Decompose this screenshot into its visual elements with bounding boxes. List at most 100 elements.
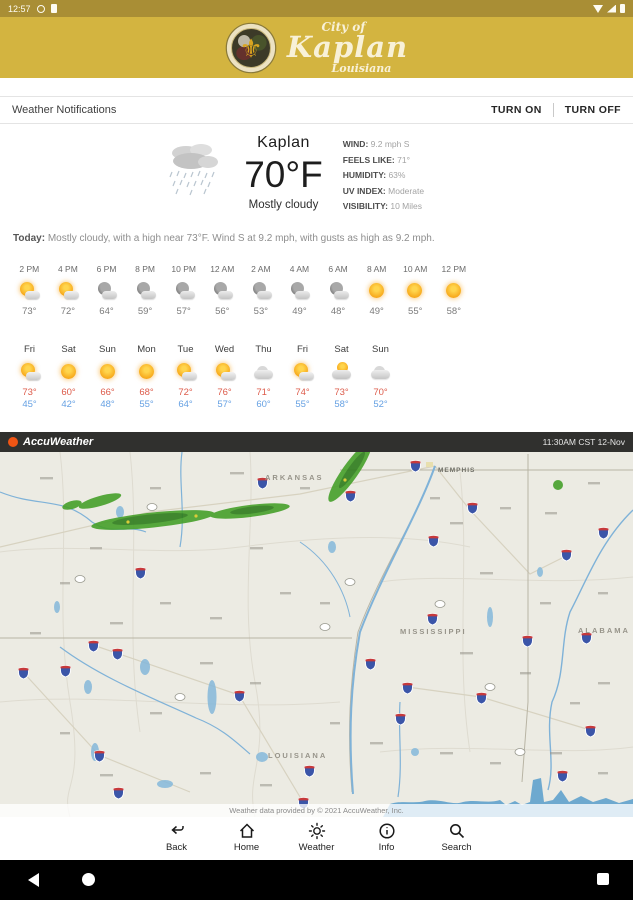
stat-wind: WIND: 9.2 mph S	[342, 139, 410, 149]
rain-cloud-icon	[169, 144, 219, 196]
fleur-de-lis-icon: ⚜	[239, 33, 262, 63]
stat-humidity: HUMIDITY: 63%	[342, 170, 406, 180]
hourly-cell: 6 PM 64°	[87, 264, 126, 317]
nav-back[interactable]: Back	[152, 821, 202, 860]
bottom-navigation: Back Home Weather Info	[0, 817, 633, 860]
battery-icon	[620, 4, 625, 13]
daily-cell: Mon 68° 55°	[127, 344, 166, 410]
memphis-city-area	[426, 462, 433, 467]
current-temperature: 70°F	[244, 154, 323, 195]
weather-icon	[56, 279, 80, 303]
weather-icon	[369, 360, 393, 384]
weather-icon	[57, 360, 81, 384]
weather-icon	[96, 360, 120, 384]
daily-forecast-row: Fri 73° 45° Sat 60° 42° Sun 66° 48° Mon 68° 55° …	[10, 344, 400, 410]
hourly-cell: 10 PM 57°	[171, 264, 196, 317]
current-condition: Mostly cloudy	[248, 199, 319, 211]
sun-icon	[308, 822, 325, 840]
weather-icon	[252, 360, 276, 384]
stat-uv-index: UV INDEX: Moderate	[342, 185, 425, 196]
brand-state: Louisiana	[331, 62, 392, 75]
turn-on-button[interactable]: TURN ON	[491, 104, 542, 116]
weather-icon	[442, 279, 466, 303]
stat-visibility: VISIBILITY: 10 Miles	[342, 201, 422, 211]
label-alabama: ALABAMA	[578, 626, 630, 635]
today-summary: Today: Mostly cloudy, with a high near 7…	[13, 233, 613, 244]
weather-icon	[135, 360, 159, 384]
hourly-cell: 12 AM 56°	[210, 264, 235, 317]
current-stats: WIND: 9.2 mph S FEELS LIKE: 71° HUMIDITY…	[343, 128, 471, 215]
brand-wordmark: City of Kaplan Louisiana	[287, 21, 408, 74]
weather-icon	[18, 360, 42, 384]
hourly-cell: 4 PM 72°	[49, 264, 88, 317]
weather-icon	[210, 279, 234, 303]
signal-icon	[607, 4, 616, 13]
current-city: Kaplan	[257, 134, 310, 151]
wifi-icon	[593, 4, 603, 13]
route-markers	[74, 503, 526, 756]
radar-map-canvas: ARKANSAS MISSISSIPPI ALABAMA LOUISIANA M…	[0, 452, 633, 817]
weather-icon	[326, 279, 350, 303]
hourly-cell: 12 PM 58°	[441, 264, 467, 317]
today-label: Today:	[13, 233, 46, 244]
hourly-cell: 6 AM 48°	[319, 264, 358, 317]
weather-notifications-bar: Weather Notifications TURN ON TURN OFF	[0, 96, 633, 124]
radar-map[interactable]: ARKANSAS MISSISSIPPI ALABAMA LOUISIANA M…	[0, 452, 633, 817]
android-back-button[interactable]	[28, 873, 39, 887]
stat-feels-like: FEELS LIKE: 71°	[342, 154, 410, 165]
nav-info[interactable]: Info	[362, 821, 412, 860]
android-recents-button[interactable]	[597, 873, 609, 885]
hourly-cell: 4 AM 49°	[280, 264, 319, 317]
status-time: 12:57	[8, 3, 31, 14]
weather-icon	[330, 360, 354, 384]
town-labels	[30, 472, 610, 787]
label-memphis: MEMPHIS	[438, 467, 475, 474]
info-icon	[378, 823, 395, 839]
daily-cell: Fri 73° 45°	[10, 344, 49, 410]
daily-cell: Sat 60° 42°	[49, 344, 88, 410]
weather-icon	[365, 279, 389, 303]
android-system-bar	[0, 860, 633, 900]
current-conditions: Kaplan 70°F Mostly cloudy WIND: 9.2 mph …	[0, 128, 633, 215]
search-icon	[449, 824, 464, 839]
weather-icon	[213, 360, 237, 384]
brand-name: Kaplan	[286, 30, 409, 64]
weather-icon	[172, 279, 196, 303]
button-divider	[552, 103, 554, 117]
lakes	[54, 506, 543, 788]
accuweather-logo-icon	[8, 437, 18, 447]
daily-cell: Wed 76° 57°	[205, 344, 244, 410]
nav-home[interactable]: Home	[222, 821, 272, 860]
turn-off-button[interactable]: TURN OFF	[564, 104, 621, 116]
daily-cell: Sun 70° 52°	[361, 344, 400, 410]
hourly-cell: 10 AM 55°	[403, 264, 428, 317]
weather-icon	[403, 279, 427, 303]
weather-notifications-label: Weather Notifications	[12, 104, 117, 116]
daily-cell: Tue 72° 64°	[166, 344, 205, 410]
city-seal-logo: ⚜	[225, 22, 277, 73]
hourly-cell: 8 AM 49°	[357, 264, 396, 317]
nav-search[interactable]: Search	[432, 821, 482, 860]
home-icon	[239, 823, 254, 838]
label-mississippi: MISSISSIPPI	[400, 627, 467, 636]
hourly-cell: 2 AM 53°	[242, 264, 281, 317]
label-arkansas: ARKANSAS	[265, 473, 324, 482]
app-notification-icon	[50, 4, 57, 13]
notification-icon	[36, 4, 45, 13]
status-bar: 12:57	[0, 0, 633, 17]
accuweather-header-bar: AccuWeather 11:30AM CST 12-Nov	[0, 432, 633, 452]
weather-icon	[17, 279, 41, 303]
current-summary: Kaplan 70°F Mostly cloudy	[244, 128, 323, 215]
radar-returns	[62, 452, 563, 530]
hourly-cell: 2 PM 73°	[10, 264, 49, 317]
daily-cell: Sat 73° 58°	[322, 344, 361, 410]
android-home-button[interactable]	[82, 873, 95, 886]
map-timestamp: 11:30AM CST 12-Nov	[542, 437, 625, 447]
nav-weather[interactable]: Weather	[292, 821, 342, 860]
current-weather-icon-wrap	[162, 128, 224, 215]
back-arrow-icon	[170, 825, 184, 835]
weather-icon	[249, 279, 273, 303]
daily-cell: Fri 74° 55°	[283, 344, 322, 410]
daily-cell: Sun 66° 48°	[88, 344, 127, 410]
accuweather-brand: AccuWeather	[23, 436, 94, 448]
